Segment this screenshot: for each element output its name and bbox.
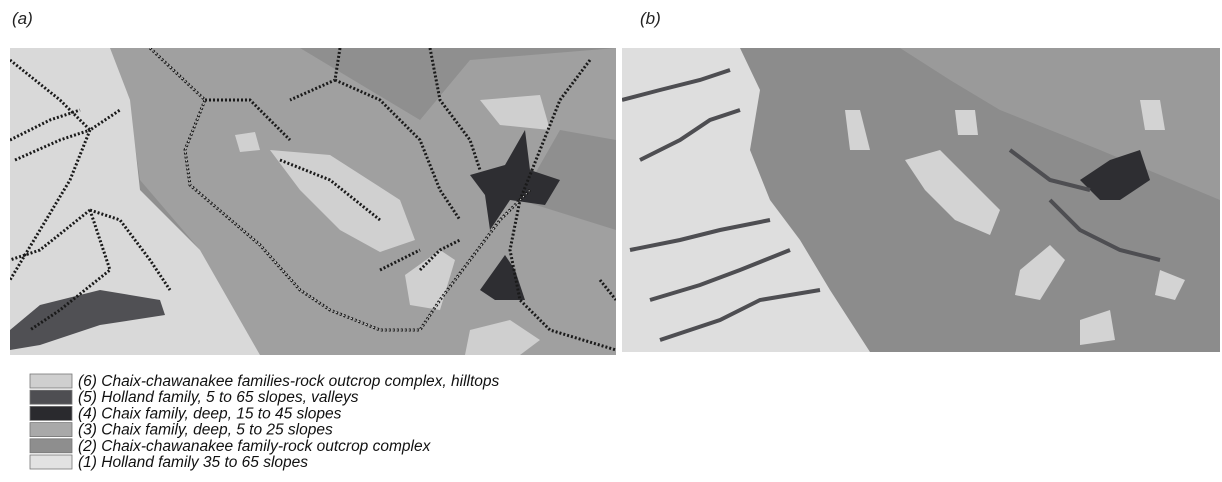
legend-swatch — [30, 406, 72, 420]
legend-label: (3) Chaix family, deep, 5 to 25 slopes — [78, 422, 333, 439]
legend-swatch — [30, 390, 72, 404]
legend-label: (4) Chaix family, deep, 15 to 45 slopes — [78, 405, 342, 422]
panel-label: (a) — [12, 9, 33, 28]
map-a — [10, 48, 616, 355]
figure: (a) (b) — [0, 0, 1222, 482]
legend-swatch — [30, 423, 72, 437]
legend-label: (5) Holland family, 5 to 65 slopes, vall… — [78, 389, 359, 406]
legend-swatch — [30, 374, 72, 388]
legend-swatch — [30, 439, 72, 453]
map-b — [622, 48, 1220, 352]
legend: (6) Chaix-chawanakee families-rock outcr… — [30, 373, 500, 471]
legend-label: (1) Holland family 35 to 65 slopes — [78, 454, 308, 471]
legend-label: (6) Chaix-chawanakee families-rock outcr… — [78, 373, 500, 390]
legend-swatch — [30, 455, 72, 469]
panel-label: (b) — [640, 9, 661, 28]
legend-label: (2) Chaix-chawanakee family-rock outcrop… — [78, 438, 432, 455]
